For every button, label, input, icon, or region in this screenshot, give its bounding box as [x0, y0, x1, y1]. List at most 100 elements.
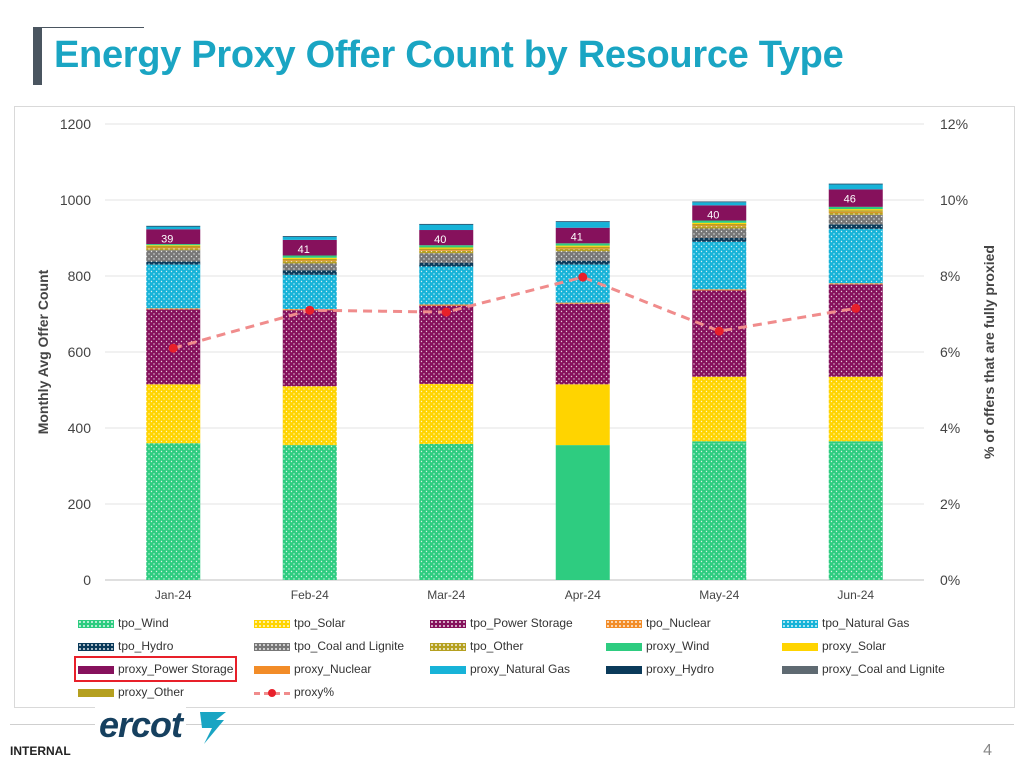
y-tick-label: 800: [68, 268, 92, 284]
legend-label: tpo_Other: [470, 639, 524, 653]
bar-segment: [692, 220, 747, 223]
y2-tick-label: 10%: [940, 192, 968, 208]
y2-tick-label: 6%: [940, 344, 960, 360]
bar-segment: [828, 212, 883, 215]
bar-segment: [419, 224, 474, 231]
footer-classification: INTERNAL: [10, 744, 71, 758]
bar-segment: [692, 241, 747, 290]
legend-item: tpo_Nuclear: [606, 614, 711, 632]
y2-tick-label: 8%: [940, 268, 960, 284]
data-labels: 39 41 40 41 40 46: [161, 193, 856, 256]
y2-tick-label: 12%: [940, 116, 968, 132]
proxy-percent-point: [305, 305, 315, 315]
bar-segment: [692, 202, 747, 206]
legend-swatch: [782, 642, 818, 651]
legend-item: tpo_Hydro: [78, 637, 173, 655]
bar-segment: [828, 183, 883, 185]
y-tick-label: 1200: [60, 116, 91, 132]
bar-segment: [146, 250, 201, 262]
legend-swatch: [254, 642, 290, 651]
bar-segment: [692, 289, 747, 291]
y2-tick-label: 0%: [940, 572, 960, 588]
bar-segment: [419, 443, 474, 580]
legend-label: tpo_Solar: [294, 616, 346, 630]
bar-segment: [692, 225, 747, 227]
y-tick-label: 600: [68, 344, 92, 360]
page-title: Energy Proxy Offer Count by Resource Typ…: [54, 34, 844, 76]
bar-segment: [282, 310, 337, 387]
bar-segment: [828, 184, 883, 190]
bar-segment: [282, 260, 337, 262]
bar-segment: [828, 211, 883, 213]
x-tick-label: Jun-24: [837, 588, 874, 602]
bar-segment: [692, 238, 747, 242]
legend-item: proxy_Power Storage: [73, 656, 238, 682]
axes: 0 200 400 600 800 1000 1200 0% 2% 4% 6% 8% 10% 12% Mon…: [35, 116, 997, 602]
y2-tick-label: 4%: [940, 420, 960, 436]
bar-segment: [419, 230, 474, 246]
legend-item: proxy_Wind: [606, 637, 709, 655]
proxy-percent-point: [851, 303, 861, 313]
bar-segment: [419, 262, 474, 267]
bar-segment: [555, 221, 610, 223]
bar-segment: [146, 264, 201, 309]
bar-segment: [146, 226, 201, 230]
bar-segment: [555, 243, 610, 246]
bar-segment: [146, 245, 201, 246]
bar-segment: [282, 274, 337, 310]
x-tick-label: Apr-24: [565, 588, 601, 602]
bar-segment: [146, 261, 201, 265]
bar-data-label: 46: [844, 193, 856, 205]
bar-segment: [828, 441, 883, 444]
y-tick-label: 400: [68, 420, 92, 436]
page-number: 4: [983, 742, 992, 759]
bar-segment: [146, 244, 201, 246]
bar-segment: [555, 245, 610, 247]
legend-item: proxy_Solar: [782, 637, 886, 655]
bar-segment: [555, 251, 610, 261]
bar-segment: [282, 261, 337, 264]
bar-segment: [828, 228, 883, 284]
bar-segment: [828, 214, 883, 225]
bar-segment: [555, 248, 610, 250]
legend-item: proxy_Coal and Lignite: [782, 660, 945, 678]
bar-segment: [419, 305, 474, 384]
bar-segment: [419, 223, 474, 225]
legend-item: proxy%: [254, 683, 334, 701]
proxy-percent-point: [578, 272, 588, 282]
legend-swatch: [254, 619, 290, 628]
bar-segment: [828, 206, 883, 210]
legend-label: proxy_Natural Gas: [470, 662, 571, 676]
bar-segment: [419, 250, 474, 251]
bar-segment: [282, 255, 337, 258]
bar-segment: [692, 223, 747, 226]
bar-segment: [692, 205, 747, 221]
legend-swatch: [782, 619, 818, 628]
y-tick-label: 0: [83, 572, 91, 588]
bar-segment: [692, 222, 747, 224]
chart: 39 41 40 41 40 46 0 200 400 600 800 1000 1200 0% 2% 4%…: [35, 116, 997, 602]
legend-line-swatch: [254, 688, 290, 697]
legend-label: tpo_Coal and Lignite: [294, 639, 405, 653]
bar-segment: [282, 258, 337, 261]
legend-swatch: [430, 665, 466, 674]
footer-rule: [10, 724, 1014, 725]
legend-item: tpo_Wind: [78, 614, 169, 632]
legend-item: tpo_Solar: [254, 614, 345, 632]
chart-legend: tpo_Wind tpo_Solar tpo_Power Storage tpo_Nu…: [73, 614, 978, 706]
bar-segment: [282, 236, 337, 240]
ercot-logo: ercot: [95, 704, 187, 746]
legend-item: tpo_Natural Gas: [782, 614, 909, 632]
proxy-percent-line: [168, 272, 861, 353]
legend-swatch: [78, 665, 114, 674]
legend-swatch: [78, 688, 114, 697]
bar-segment: [692, 376, 747, 442]
proxy-percent-line-path: [172, 275, 856, 350]
bar-segment: [555, 249, 610, 252]
bar-data-label: 41: [571, 232, 583, 244]
bar-segment: [282, 263, 337, 271]
bar-segment: [828, 284, 883, 377]
legend-item: tpo_Coal and Lignite: [254, 637, 404, 655]
bar-segment: [828, 210, 883, 212]
proxy-percent-point: [714, 326, 724, 336]
